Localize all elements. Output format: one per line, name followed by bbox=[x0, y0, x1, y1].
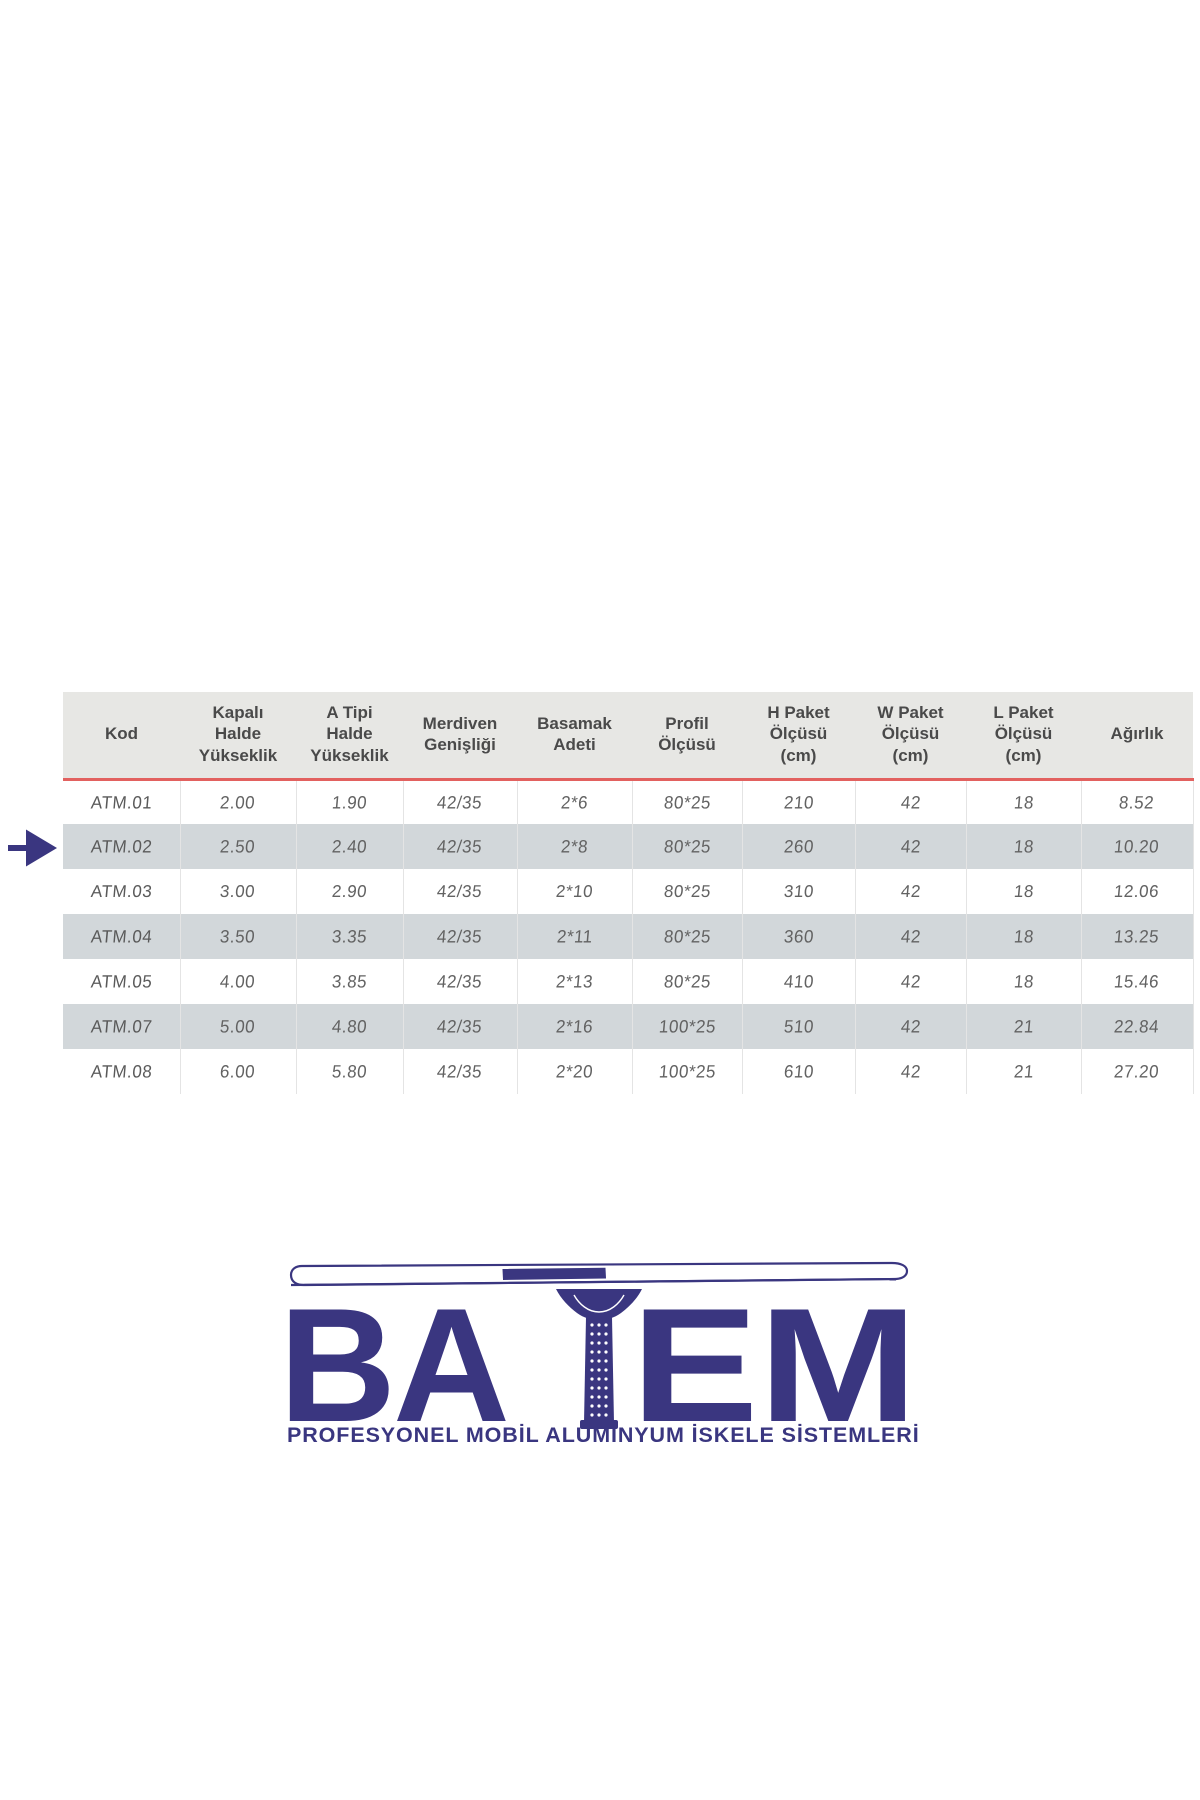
svg-text:BA: BA bbox=[285, 1275, 507, 1445]
svg-text:PROFESYONEL MOBİL ALÜMİNYUM İS: PROFESYONEL MOBİL ALÜMİNYUM İSKELE SİSTE… bbox=[287, 1422, 920, 1445]
svg-text:EM: EM bbox=[631, 1275, 918, 1445]
